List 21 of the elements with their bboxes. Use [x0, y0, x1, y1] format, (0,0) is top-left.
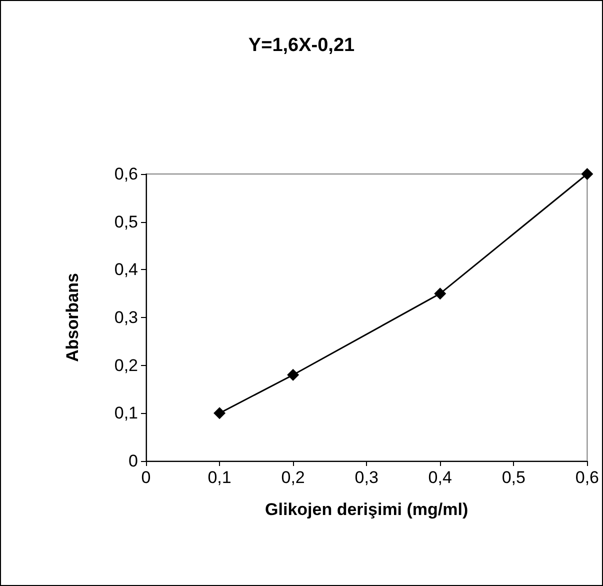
y-tick-label: 0,1	[114, 404, 138, 423]
x-tick-label: 0	[141, 468, 151, 487]
x-tick-label: 0,5	[502, 468, 526, 487]
x-tick-label: 0,6	[575, 468, 600, 487]
y-tick-label: 0,4	[114, 260, 138, 280]
x-axis-title: Glikojen derişimi (mg/ml)	[265, 500, 468, 519]
y-axis-title: Absorbans	[63, 273, 82, 362]
y-tick-label: 0,5	[114, 212, 138, 232]
x-tick-label: 0,3	[354, 468, 378, 487]
y-tick-label: 0,3	[114, 308, 138, 327]
point	[287, 368, 300, 381]
point	[434, 288, 446, 300]
x-tick-label: 0,1	[208, 468, 232, 487]
y-tick-label: 0,6	[114, 164, 138, 184]
point	[214, 407, 226, 420]
chart-title: Y=1,6X-0,21	[248, 35, 356, 56]
y-tick-label: 0,2	[114, 356, 138, 375]
y-tick-label: 0	[128, 452, 138, 470]
point	[581, 168, 594, 180]
x-tick-label: 0,2	[281, 468, 305, 487]
x-tick-label: 0,4	[428, 468, 452, 487]
